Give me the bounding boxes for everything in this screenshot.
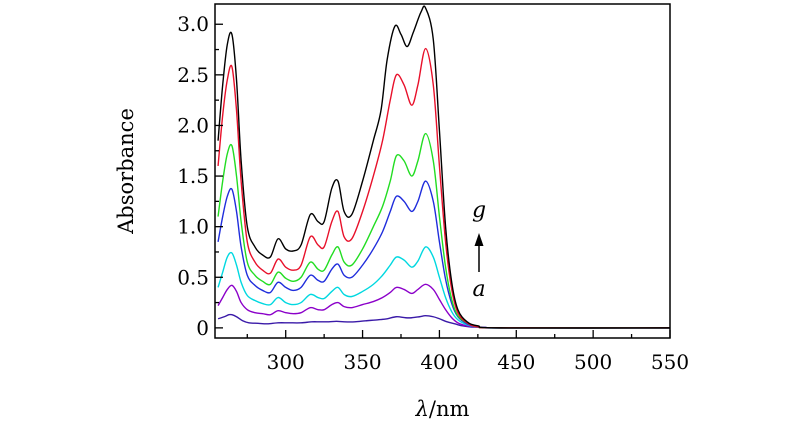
- y-tick-label: 2.5: [177, 63, 209, 87]
- series-line-4: [217, 180, 670, 329]
- plot-frame: [214, 3, 671, 339]
- series-line-6: [217, 47, 670, 329]
- x-tick-label: 500: [574, 350, 612, 374]
- ticks-layer: 300 350 400 450 500 550 0 0.5 1.0 1.5 2.0 2.5 3.0: [177, 12, 689, 374]
- series-line-7: [217, 5, 670, 329]
- y-tick-label: 0: [196, 316, 209, 340]
- annotation-bottom-label: a: [472, 277, 485, 302]
- x-tick-label: 300: [267, 350, 305, 374]
- series-line-5: [217, 132, 670, 329]
- y-tick-label: 1.0: [177, 215, 209, 239]
- y-tick-label: 2.0: [177, 113, 209, 137]
- x-tick-label: 550: [651, 350, 689, 374]
- arrow-up-icon: [474, 233, 484, 246]
- x-tick-label: 450: [497, 350, 535, 374]
- series-line-2: [217, 283, 670, 329]
- series-line-1: [217, 313, 670, 329]
- x-tick-label: 400: [420, 350, 458, 374]
- x-tick-label: 350: [343, 350, 381, 374]
- y-tick-label: 3.0: [177, 12, 209, 36]
- y-tick-label: 1.5: [177, 164, 209, 188]
- x-axis-label: λ/nm: [415, 397, 470, 421]
- series-layer: [217, 5, 670, 329]
- y-tick-label: 0.5: [177, 265, 209, 289]
- y-axis-label: Absorbance: [114, 108, 138, 235]
- annotation-top-label: g: [472, 198, 486, 223]
- annotation-arrow: ga: [472, 198, 486, 302]
- series-line-3: [217, 246, 670, 329]
